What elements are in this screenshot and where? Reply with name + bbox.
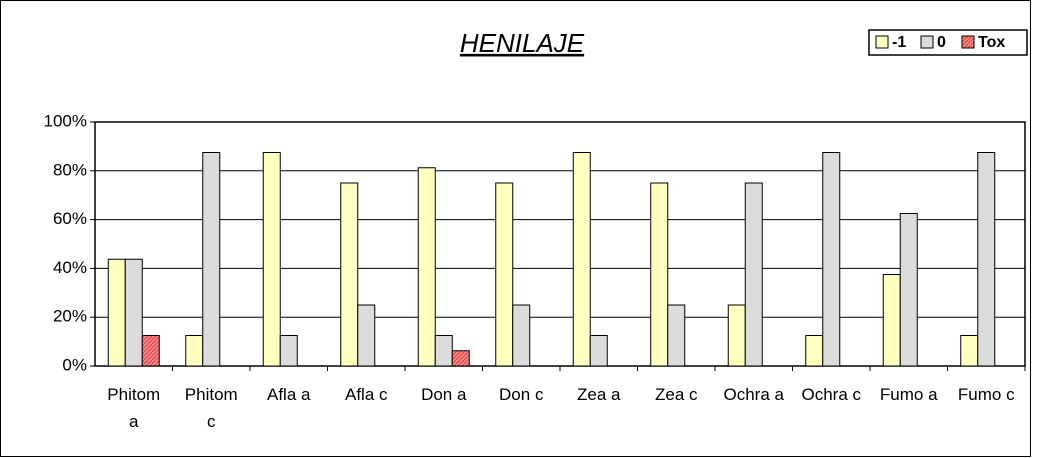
bar xyxy=(882,274,901,367)
x-tick-label: Don c xyxy=(499,385,544,404)
bar xyxy=(977,152,996,367)
bar xyxy=(805,335,824,367)
bar xyxy=(744,182,763,367)
x-tick-label: Zea c xyxy=(654,385,698,404)
bar xyxy=(960,335,979,367)
bar xyxy=(667,304,686,367)
y-tick-label: 0% xyxy=(62,355,87,374)
bar xyxy=(650,182,669,367)
bar xyxy=(822,152,841,367)
bar xyxy=(202,152,221,367)
bar xyxy=(279,335,298,367)
bar xyxy=(357,304,376,367)
legend-swatch xyxy=(920,35,934,49)
bar xyxy=(417,167,436,367)
x-tick-label: Ochra c xyxy=(801,385,862,404)
legend-box xyxy=(868,29,1028,56)
bar xyxy=(340,182,359,367)
x-tick-label: Fumo c xyxy=(957,385,1015,404)
legend-label: 0 xyxy=(937,34,946,51)
bar xyxy=(124,258,143,367)
plot-area xyxy=(95,122,1025,366)
y-tick-label: 60% xyxy=(53,209,87,228)
bar xyxy=(185,335,204,367)
legend-swatch xyxy=(961,35,975,49)
bar xyxy=(262,152,281,367)
bar xyxy=(434,335,453,367)
bar xyxy=(107,258,126,367)
bar xyxy=(451,350,470,367)
bar xyxy=(727,304,746,367)
legend-label: -1 xyxy=(892,34,906,51)
bar xyxy=(512,304,531,367)
x-tick-label: Ochra a xyxy=(723,385,784,404)
x-tick-label: Zea a xyxy=(577,385,621,404)
x-tick-label: Afla a xyxy=(267,385,311,404)
bar xyxy=(572,152,591,367)
legend-label: Tox xyxy=(978,34,1005,51)
bar xyxy=(495,182,514,367)
y-tick-label: 100% xyxy=(44,111,87,130)
chart-title: HENILAJE xyxy=(460,28,585,58)
bar xyxy=(899,213,918,367)
bar xyxy=(141,335,160,367)
x-tick-label: Phitom c xyxy=(184,385,238,431)
x-tick-label: Phitom a xyxy=(107,385,161,431)
x-tick-label: Fumo a xyxy=(879,385,938,404)
legend-swatch xyxy=(875,35,889,49)
y-tick-label: 40% xyxy=(53,258,87,277)
y-tick-label: 20% xyxy=(53,307,87,326)
bar xyxy=(589,335,608,367)
y-tick-label: 80% xyxy=(53,160,87,179)
x-tick-label: Afla c xyxy=(344,385,388,404)
x-tick-label: Don a xyxy=(421,385,467,404)
